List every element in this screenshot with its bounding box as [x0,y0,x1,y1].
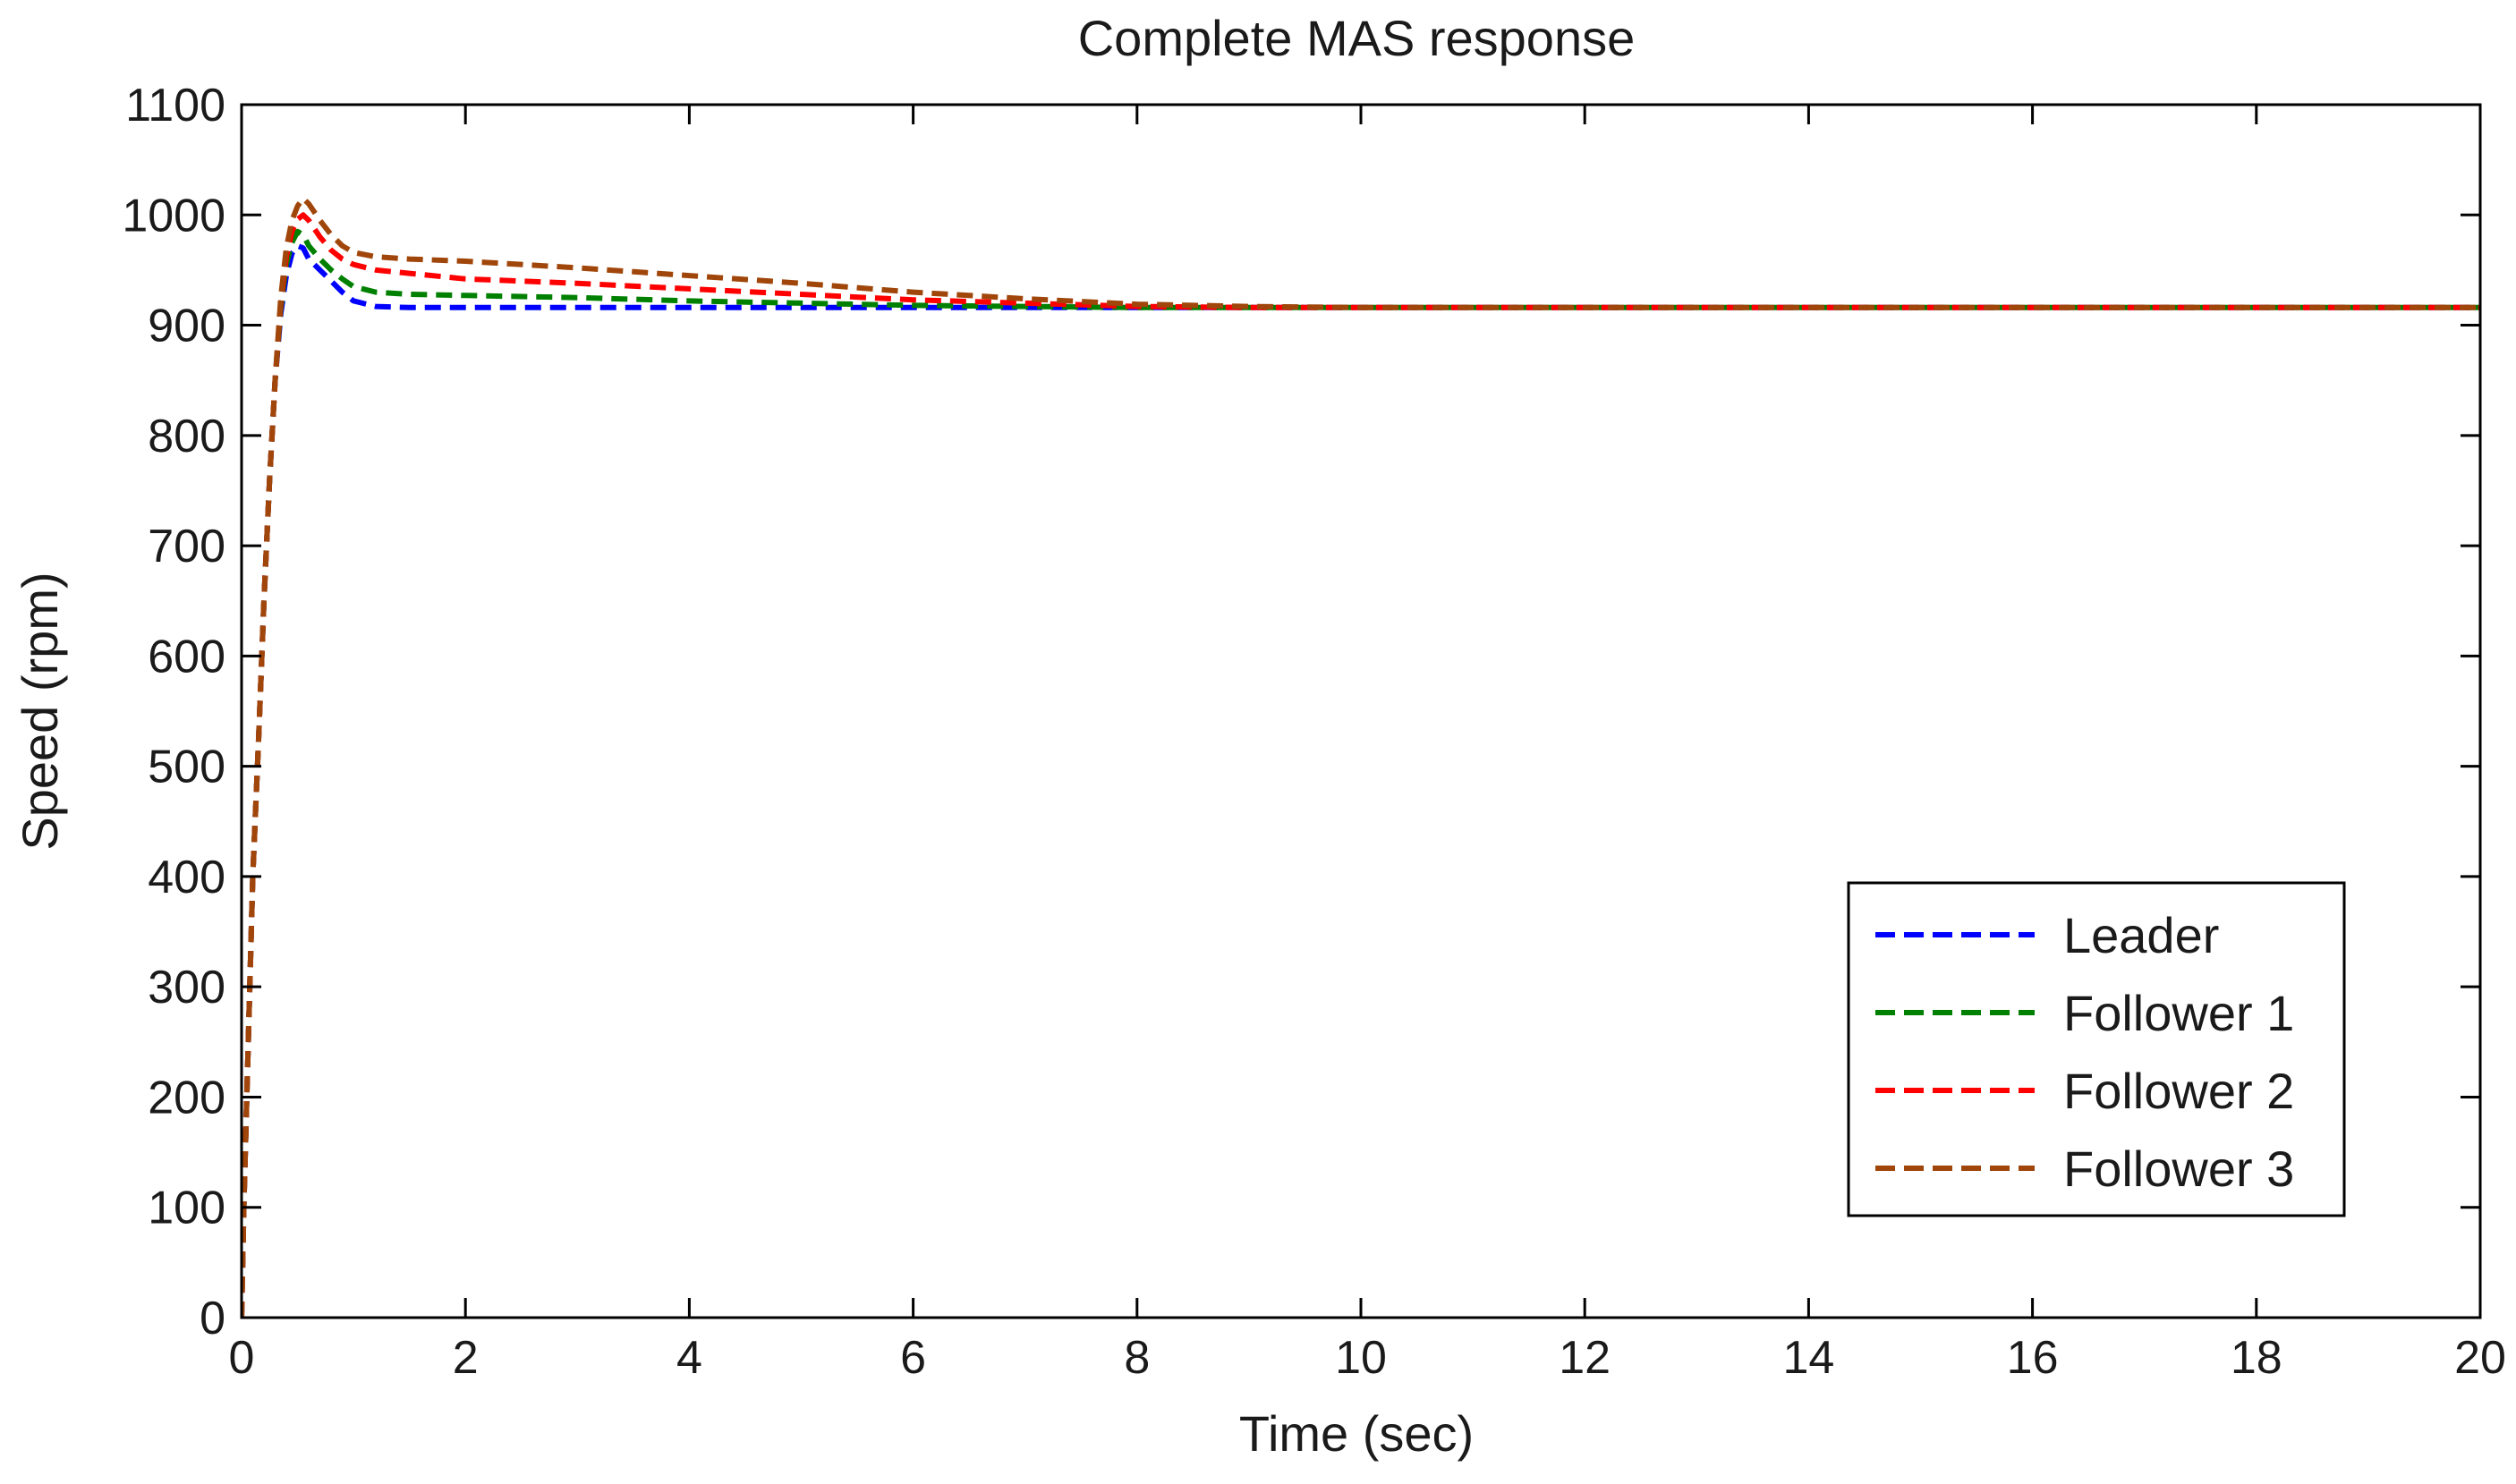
y-tick-label: 300 [148,962,225,1013]
y-tick-label: 900 [148,301,225,352]
series-line-leader [242,242,2480,1318]
y-tick-label: 500 [148,742,225,793]
legend-label: Follower 2 [2063,1063,2294,1119]
chart-title: Complete MAS response [1078,10,1636,66]
series-layer [242,195,2480,1318]
y-tick-label: 1100 [125,80,225,131]
y-tick-label: 100 [148,1183,225,1234]
y-axis-title: Speed (rpm) [12,572,68,850]
x-tick-label: 14 [1782,1332,1834,1384]
y-tick-label: 400 [148,852,225,903]
y-tick-label: 0 [200,1293,225,1344]
x-tick-label: 0 [229,1332,255,1384]
series-line-follower-3 [242,195,2480,1318]
y-tick-label: 800 [148,411,225,462]
x-axis-title: Time (sec) [1239,1405,1474,1462]
x-tick-label: 2 [453,1332,479,1384]
x-tick-labels: 0 2 4 6 8 10 12 14 16 18 20 [229,1332,2506,1384]
legend-entries: Leader Follower 1 Follower 2 Follower 3 [1875,907,2294,1197]
x-tick-label: 6 [900,1332,926,1384]
x-tick-label: 10 [1335,1332,1387,1384]
y-tick-label: 600 [148,631,225,683]
legend: Leader Follower 1 Follower 2 Follower 3 [1847,881,2346,1217]
x-tick-label: 16 [2007,1332,2059,1384]
y-tick-label: 700 [148,521,225,572]
y-tick-labels: 0 100 200 300 400 500 600 700 800 900 1000 1100 [122,80,225,1344]
legend-label: Follower 3 [2063,1141,2294,1197]
x-tick-label: 8 [1124,1332,1150,1384]
legend-label: Leader [2063,907,2219,963]
y-tick-label: 200 [148,1072,225,1124]
legend-label: Follower 1 [2063,985,2294,1041]
x-tick-label: 18 [2231,1332,2282,1384]
x-tick-label: 20 [2454,1332,2506,1384]
y-tick-label: 1000 [122,190,225,242]
x-tick-label: 12 [1559,1332,1611,1384]
legend-box [1847,881,2346,1217]
axes-frame [240,103,2482,1319]
x-tick-label: 4 [676,1332,702,1384]
